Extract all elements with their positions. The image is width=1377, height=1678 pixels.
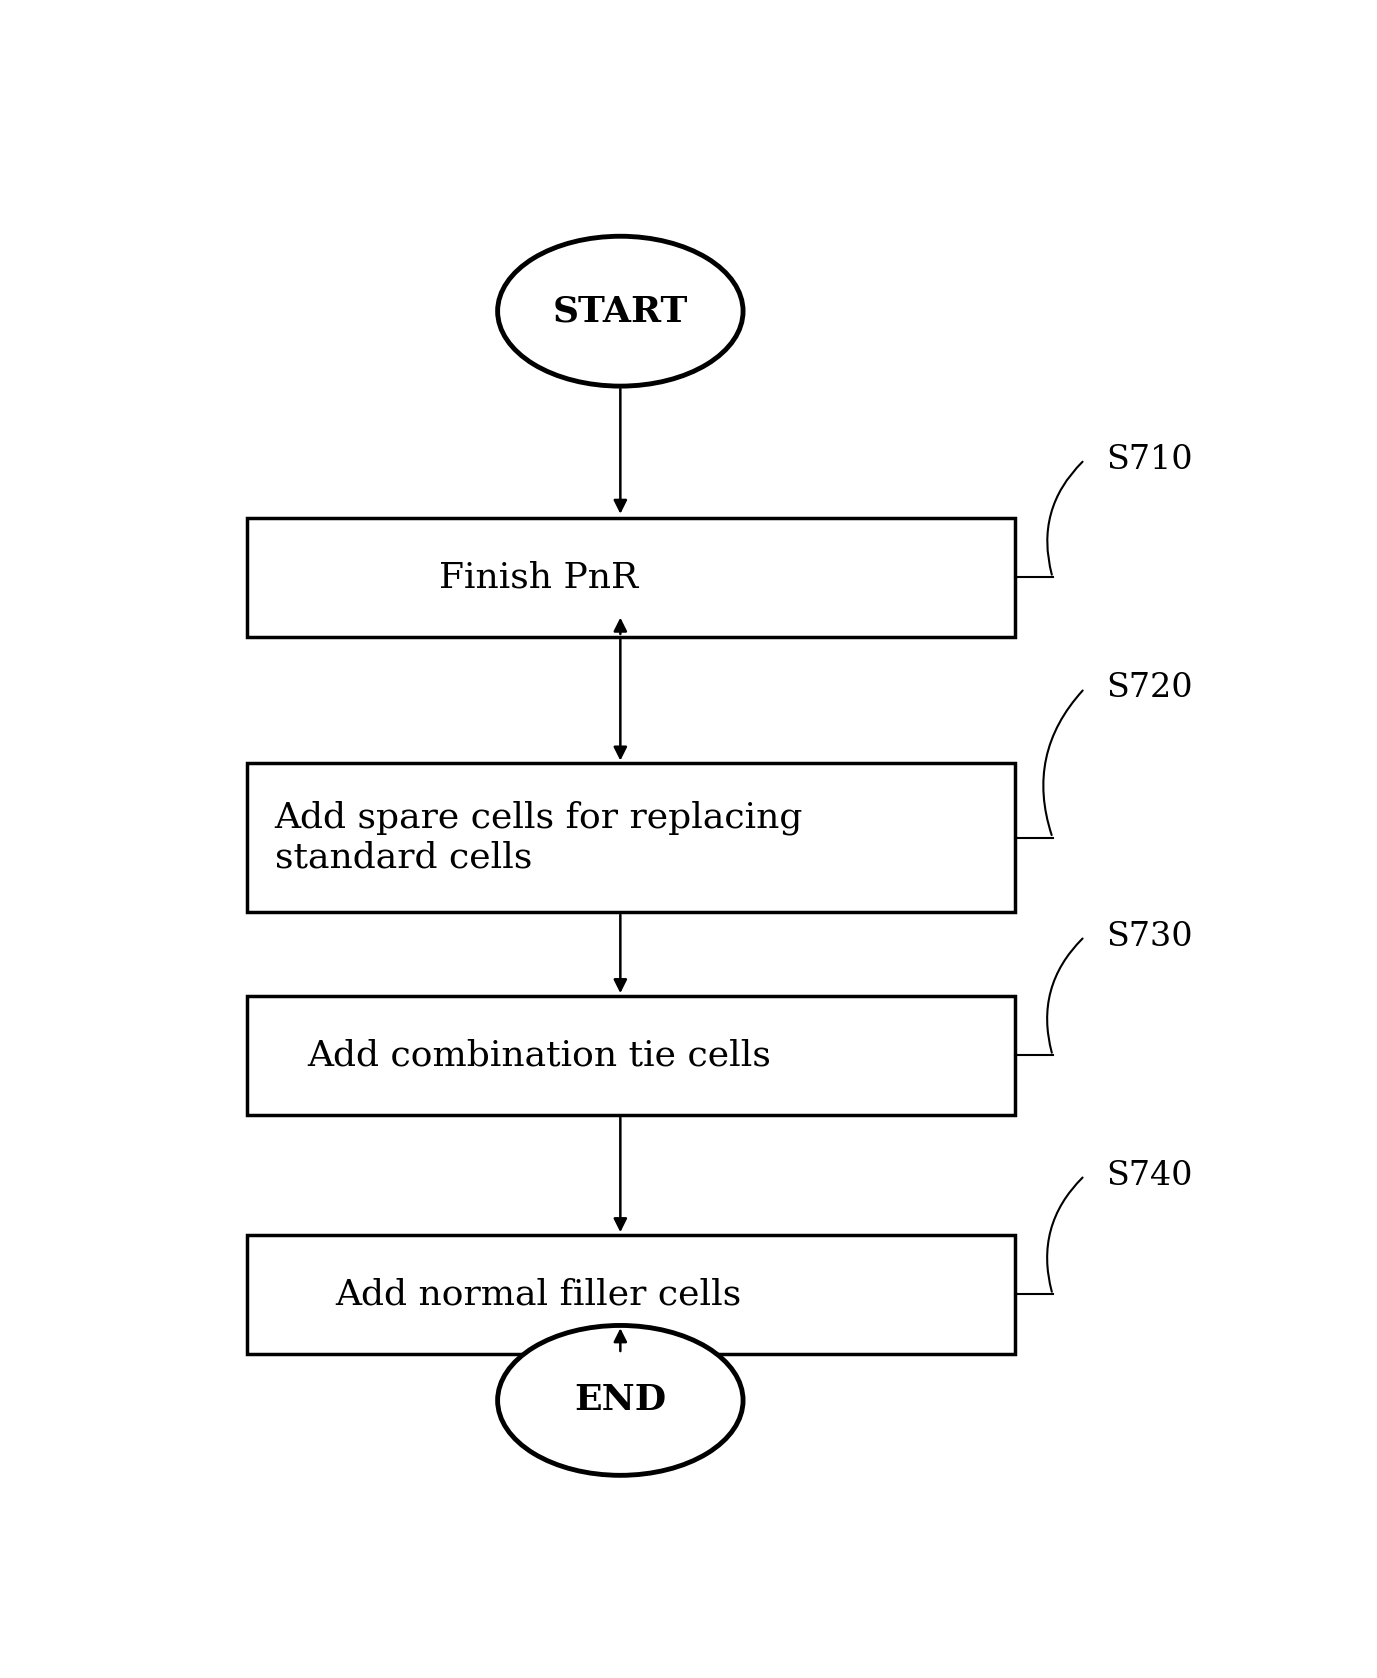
Ellipse shape [497,237,744,386]
Text: S710: S710 [1106,443,1192,477]
Bar [246,1235,1015,1354]
Text: Add spare cells for replacing
standard cells: Add spare cells for replacing standard c… [274,800,803,874]
Text: Add normal filler cells: Add normal filler cells [336,1277,742,1312]
Text: Add combination tie cells: Add combination tie cells [307,1039,771,1072]
Bar [246,997,1015,1114]
Bar [246,763,1015,913]
Text: Finish PnR: Finish PnR [439,560,639,594]
Text: S740: S740 [1106,1159,1192,1191]
Bar [246,519,1015,636]
Text: START: START [552,294,688,329]
Ellipse shape [497,1326,744,1475]
Text: S730: S730 [1106,921,1192,953]
Text: END: END [574,1383,666,1418]
Text: S720: S720 [1106,673,1192,705]
